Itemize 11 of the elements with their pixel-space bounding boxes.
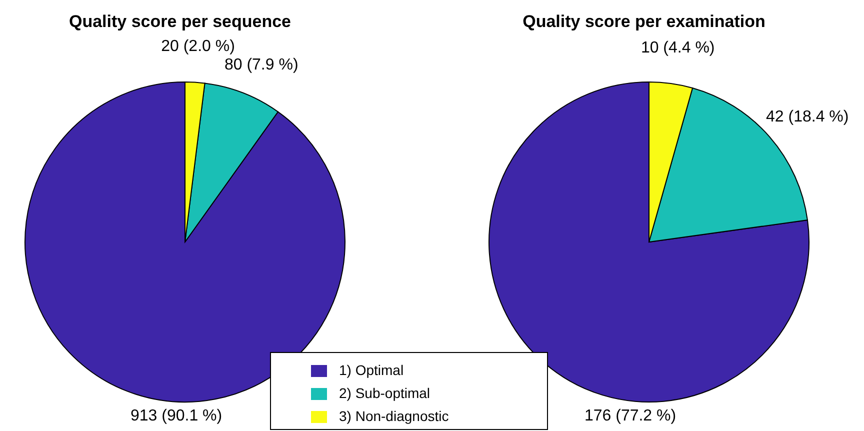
legend-label: 2) Sub-optimal [339, 385, 430, 401]
chart-title: Quality score per examination [522, 12, 766, 32]
data-label: 80 (7.9 %) [224, 56, 298, 74]
data-label: 20 (2.0 %) [161, 38, 235, 55]
legend-label: 1) Optimal [339, 362, 404, 378]
data-label: 913 (90.1 %) [130, 408, 222, 424]
legend-label: 3) Non-diagnostic [339, 408, 449, 424]
data-label: 176 (77.2 %) [584, 408, 676, 424]
data-label: 42 (18.4 %) [766, 108, 849, 126]
chart-title: Quality score per sequence [68, 12, 292, 32]
data-label: 10 (4.4 %) [640, 39, 715, 56]
